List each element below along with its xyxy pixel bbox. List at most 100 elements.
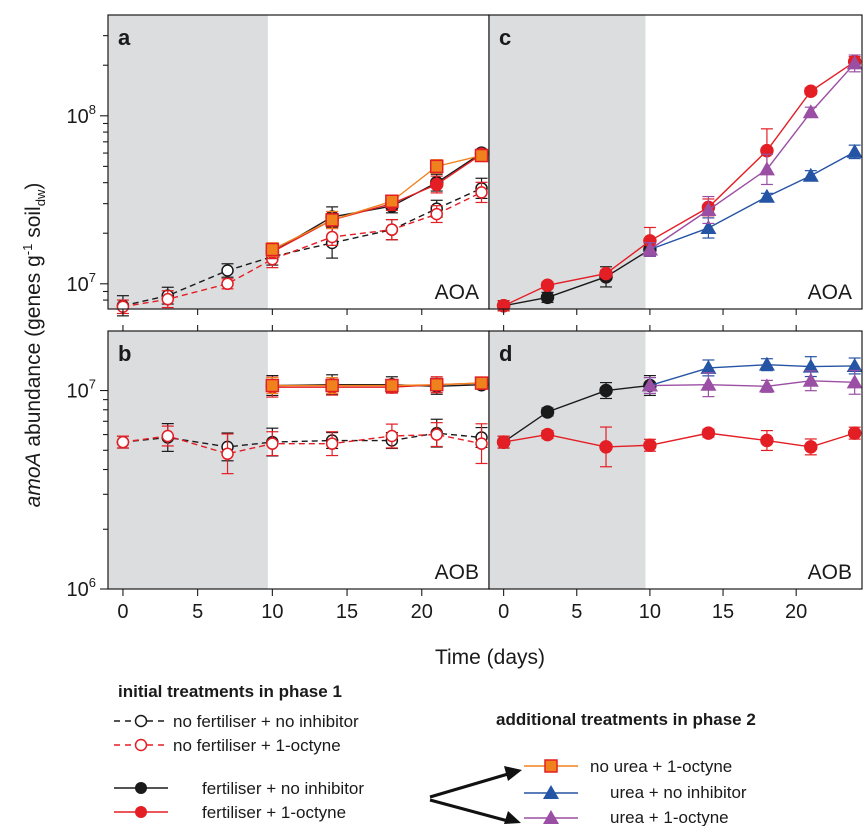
legend-label-no-urea-1-octyne: no urea + 1-octyne (590, 757, 732, 776)
data-point (385, 194, 399, 209)
legend-marker-open-red-circle (134, 738, 148, 752)
legend-label-no-fertiliser-no-inhibitor: no fertiliser + no inhibitor (173, 712, 359, 731)
series-line (649, 151, 856, 251)
phase-1-shading (489, 331, 646, 589)
data-point (758, 378, 775, 393)
series-line (649, 363, 855, 387)
panel-c: c AOA (488, 14, 863, 315)
x-tick-label: 15 (336, 601, 358, 623)
legend-marker-filled-black-circle (135, 782, 147, 794)
y-tick-label: 107 (67, 270, 96, 296)
data-point (758, 356, 775, 371)
legend-arrows (429, 766, 522, 824)
data-point (599, 383, 613, 398)
data-point (643, 438, 657, 453)
data-point (804, 84, 818, 99)
x-tick-label: 5 (192, 601, 203, 623)
data-point (700, 376, 717, 391)
y-tick-base: 10 (67, 381, 89, 403)
x-tick-label: 10 (261, 601, 283, 623)
legend-label-urea-1-octyne: urea + 1-octyne (610, 808, 729, 826)
panel-letter: a (118, 25, 131, 50)
data-point (846, 55, 863, 70)
phase-1-shading (108, 331, 268, 589)
legend-entry-no-fertiliser-no-inhibitor: no fertiliser + no inhibitor (114, 712, 359, 731)
x-tick-label: 0 (498, 601, 509, 623)
data-point (802, 167, 819, 182)
data-point (540, 427, 555, 442)
data-point (475, 186, 488, 199)
data-point (385, 378, 399, 393)
arrow-head-down-icon (504, 811, 521, 824)
phase-1-shading (489, 15, 646, 309)
series-line (503, 248, 651, 307)
x-tick-label: 15 (712, 601, 734, 623)
data-point (385, 223, 399, 236)
data-point (540, 405, 555, 419)
data-point (325, 378, 339, 393)
data-point (221, 277, 234, 291)
x-tick-label: 10 (639, 601, 661, 623)
y-tick-exponent: 7 (89, 377, 96, 392)
series-line (503, 61, 856, 307)
series-line (122, 187, 482, 307)
series-f_ni (265, 146, 489, 260)
series-u_ni (641, 143, 863, 257)
legend: initial treatments in phase 1 additional… (114, 682, 756, 826)
series-line (503, 384, 650, 443)
x-tick-label: 20 (411, 601, 433, 623)
data-point (161, 429, 175, 443)
legend-title-phase-1: initial treatments in phase 1 (118, 682, 342, 701)
data-point (116, 435, 130, 449)
legend-entry-no-urea-1-octyne: no urea + 1-octyne (524, 757, 732, 776)
data-point (475, 437, 488, 450)
series-f_oc (496, 54, 862, 313)
region-label: AOA (808, 281, 852, 304)
data-point (758, 161, 775, 176)
y-tick-label: 106 (67, 575, 96, 601)
legend-label-urea-no-inhibitor: urea + no inhibitor (610, 783, 747, 802)
data-point (701, 426, 716, 440)
arrow-head-up-icon (504, 766, 522, 781)
legend-entry-no-fertiliser-1-octyne: no fertiliser + 1-octyne (114, 736, 341, 755)
data-point (496, 435, 511, 449)
panel-d: 0 5 10 15 20 d AOB (488, 325, 863, 623)
legend-entry-fertiliser-no-inhibitor: fertiliser + no inhibitor (114, 779, 364, 798)
data-point (846, 143, 863, 158)
phase-1-shading (108, 15, 268, 309)
data-point (385, 429, 399, 443)
data-point (474, 376, 489, 390)
data-point (325, 437, 339, 450)
y-tick-label: 107 (67, 377, 96, 403)
legend-marker-open-black-circle (134, 714, 148, 728)
data-point (760, 433, 774, 448)
y-tick-base: 10 (67, 106, 89, 128)
data-point (599, 266, 613, 281)
series-line (122, 191, 482, 308)
legend-label-no-fertiliser-1-octyne: no fertiliser + 1-octyne (173, 736, 341, 755)
y-axis-label: amoA abundance (genes g-1 soildw) (20, 183, 48, 508)
y-tick-base: 10 (67, 274, 89, 296)
data-point (599, 440, 613, 454)
data-point (430, 428, 443, 441)
data-point (802, 372, 819, 387)
data-point (846, 357, 863, 372)
data-point (700, 219, 717, 234)
legend-label-fertiliser-1-octyne: fertiliser + 1-octyne (202, 803, 346, 822)
series-line (649, 380, 855, 388)
legend-entry-urea-1-octyne: urea + 1-octyne (524, 808, 729, 826)
x-axis-label: Time (days) (435, 646, 545, 669)
legend-label-fertiliser-no-inhibitor: fertiliser + no inhibitor (202, 779, 364, 798)
panel-letter: b (118, 341, 131, 366)
data-point (641, 377, 658, 392)
legend-entry-urea-no-inhibitor: urea + no inhibitor (524, 783, 747, 802)
data-point (802, 104, 819, 119)
data-point (429, 159, 444, 174)
panel-frame (488, 14, 863, 310)
legend-marker-orange-square (544, 759, 558, 773)
series-f_oc (496, 426, 862, 468)
data-point (265, 378, 280, 393)
y-tick-exponent: 8 (89, 102, 96, 117)
